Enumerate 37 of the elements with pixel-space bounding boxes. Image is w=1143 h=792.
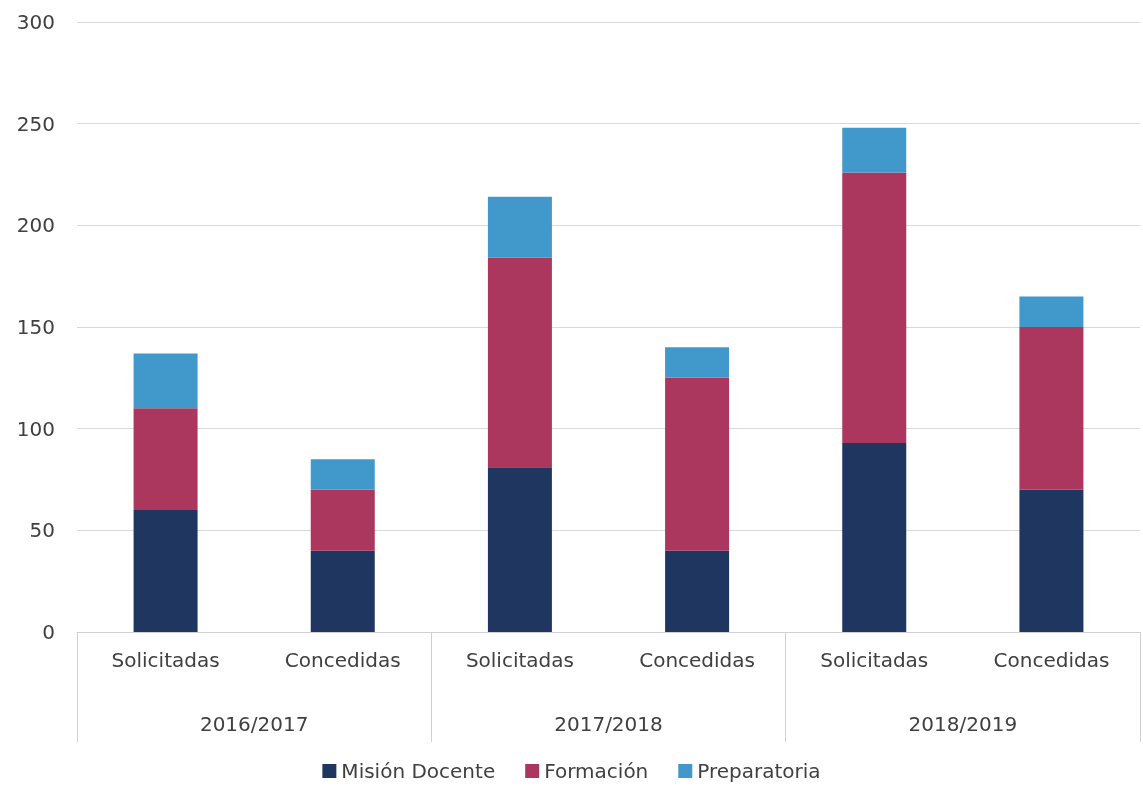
bar — [665, 550, 730, 632]
legend-label: Misión Docente — [341, 759, 496, 783]
x-tick-label: Solicitadas — [111, 648, 220, 672]
bar — [665, 377, 730, 551]
bar — [1019, 327, 1084, 490]
y-tick-label: 100 — [16, 416, 55, 441]
x-tick-label: Concedidas — [284, 648, 401, 672]
bar — [1019, 489, 1084, 632]
bar — [487, 196, 552, 258]
bar — [133, 353, 198, 409]
x-tick-label: Solicitadas — [465, 648, 574, 672]
x-tick-label: Concedidas — [639, 648, 755, 672]
text: 2016/2017 — [199, 712, 309, 736]
y-tick-label: 250 — [16, 111, 55, 136]
bar — [310, 459, 375, 490]
bar — [310, 489, 375, 551]
text: 2018/2019 — [908, 712, 1018, 736]
y-tick-label: 300 — [16, 10, 55, 34]
y-tick-label: 50 — [29, 518, 55, 543]
x-tick-label: Solicitadas — [820, 648, 929, 672]
bar — [1019, 296, 1084, 327]
bar — [842, 442, 907, 632]
bar — [487, 257, 552, 468]
x-tick-label: Concedidas — [993, 648, 1110, 672]
bar — [133, 510, 198, 632]
text: 2017/2018 — [554, 712, 663, 736]
bar — [487, 467, 552, 632]
legend-label: Preparatoria — [697, 759, 821, 783]
legend-label: Formación — [544, 759, 649, 783]
y-tick-label: 0 — [42, 620, 55, 644]
y-tick-label: 150 — [16, 315, 55, 339]
bar — [665, 347, 730, 378]
bar — [842, 127, 907, 173]
y-tick-label: 200 — [16, 213, 55, 238]
bar — [842, 172, 907, 443]
bar — [133, 408, 198, 510]
bar — [310, 550, 375, 632]
